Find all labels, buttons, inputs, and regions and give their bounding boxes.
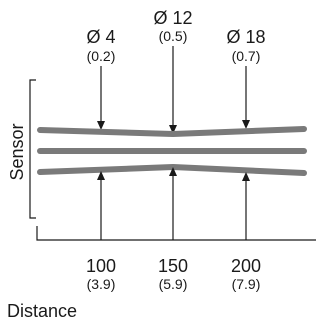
top-arrows	[97, 46, 250, 134]
bottom-label-2-inches: (5.9)	[159, 276, 188, 292]
axes	[29, 79, 316, 241]
distance-axis	[36, 226, 316, 241]
top-arrow-3-head	[242, 120, 250, 129]
bottom-arrows	[97, 167, 250, 240]
bottom-label-3-inches: (7.9)	[232, 276, 261, 292]
bottom-label-3-distance: 200	[231, 256, 261, 276]
top-label-1-inches: (0.2)	[87, 48, 116, 64]
top-arrow-2-head	[169, 125, 177, 134]
top-arrow-1-head	[97, 121, 105, 130]
beam-upper-edge	[37, 126, 307, 137]
bottom-arrow-1-head	[97, 171, 105, 180]
bottom-label-2-distance: 150	[158, 256, 188, 276]
top-label-2-inches: (0.5)	[159, 28, 188, 44]
top-label-1-diameter: Ø 4	[86, 27, 115, 47]
sensor-bracket	[29, 79, 36, 219]
top-label-3-inches: (0.7)	[232, 48, 261, 64]
bottom-arrow-3-head	[242, 172, 250, 181]
top-label-2-diameter: Ø 12	[153, 8, 192, 28]
x-axis-label: Distance	[7, 301, 77, 321]
bottom-label-1-inches: (3.9)	[87, 276, 116, 292]
bottom-arrow-2-head	[169, 167, 177, 176]
beam-lines	[37, 126, 307, 176]
y-axis-label: Sensor	[7, 123, 27, 180]
top-label-3-diameter: Ø 18	[226, 27, 265, 47]
bottom-label-1-distance: 100	[86, 256, 116, 276]
